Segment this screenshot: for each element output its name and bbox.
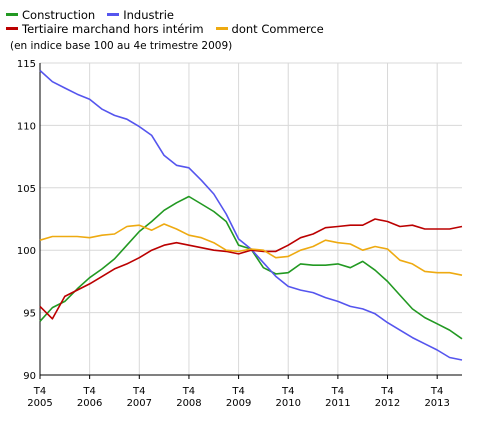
series-line-industrie: [39, 69, 463, 361]
series-line-commerce: [39, 223, 463, 276]
x-tick-label-year: 2005: [27, 398, 52, 409]
x-tick-label-year: 2006: [77, 398, 102, 409]
legend-label-commerce: dont Commerce: [231, 22, 324, 36]
x-tick-label-year: 2010: [276, 398, 301, 409]
legend-label-industrie: Industrie: [123, 8, 175, 22]
x-tick-label-year: 2011: [325, 398, 350, 409]
legend-label-construction: Construction: [22, 8, 96, 22]
x-tick-label-quarter: T4: [331, 386, 344, 397]
legend-label-tertiaire: Tertiaire marchand hors intérim: [22, 22, 204, 36]
legend-row-1: Construction Industrie: [6, 8, 336, 22]
legend-item-industrie: Industrie: [107, 8, 174, 22]
y-tick-label: 95: [23, 309, 36, 320]
legend-swatch-commerce: [215, 27, 228, 30]
legend-row-2: Tertiaire marchand hors intérim dont Comm…: [6, 22, 336, 36]
legend-item-construction: Construction: [6, 8, 95, 22]
y-tick-label: 100: [17, 246, 36, 257]
x-tick-label-quarter: T4: [82, 386, 95, 397]
series-line-tertiaire: [39, 218, 463, 320]
y-tick-label: 115: [17, 59, 36, 70]
legend-swatch-tertiaire: [6, 27, 18, 30]
y-tick-label: 110: [17, 121, 36, 132]
x-tick-label-quarter: T4: [33, 386, 46, 397]
x-tick-label-quarter: T4: [231, 386, 244, 397]
legend-item-commerce: dont Commerce: [215, 22, 324, 36]
chart-subtitle: (en indice base 100 au 4e trimestre 2009…: [10, 40, 233, 52]
x-tick-label-quarter: T4: [132, 386, 145, 397]
series-line-construction: [39, 195, 463, 340]
y-tick-label: 90: [23, 371, 36, 382]
x-tick-label-year: 2007: [127, 398, 152, 409]
x-tick-label-year: 2012: [375, 398, 400, 409]
y-tick-label: 105: [17, 184, 36, 195]
legend-swatch-industrie: [107, 13, 120, 16]
x-tick-label-quarter: T4: [281, 386, 294, 397]
legend: Construction Industrie Tertiaire marchand…: [6, 8, 336, 36]
x-tick-label-quarter: T4: [430, 386, 443, 397]
x-tick-label-quarter: T4: [182, 386, 195, 397]
x-tick-label-year: 2013: [424, 398, 449, 409]
x-tick-label-year: 2008: [176, 398, 201, 409]
legend-item-tertiaire: Tertiaire marchand hors intérim: [6, 22, 204, 36]
x-tick-label-quarter: T4: [380, 386, 393, 397]
x-tick-label-year: 2009: [226, 398, 251, 409]
legend-swatch-construction: [6, 13, 18, 16]
